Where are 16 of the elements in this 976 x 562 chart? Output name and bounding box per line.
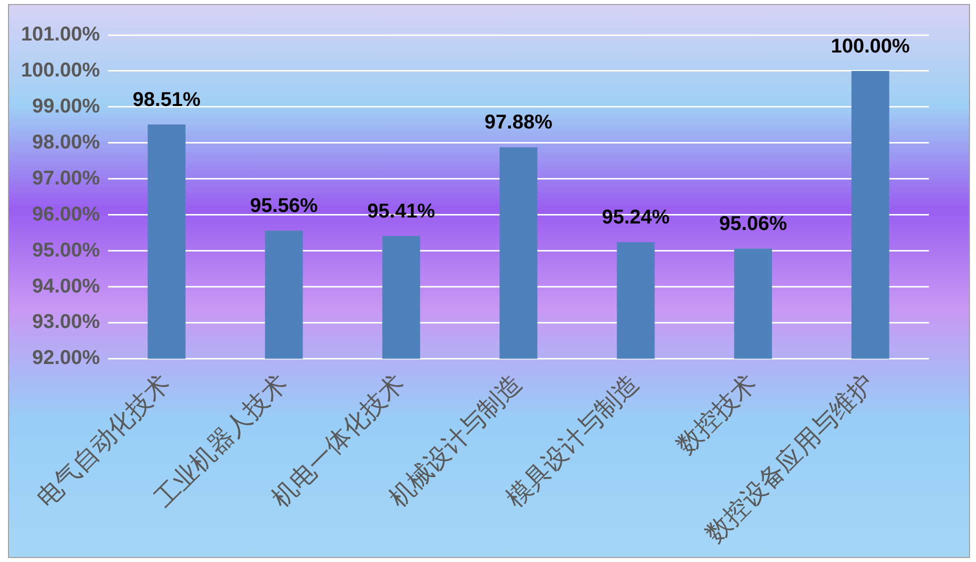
y-tick-label: 99.00% (32, 95, 100, 118)
y-tick-label: 97.00% (32, 167, 100, 190)
y-tick-label: 98.00% (32, 131, 100, 154)
y-tick-label: 93.00% (32, 311, 100, 334)
data-label: 97.88% (484, 112, 553, 134)
data-label: 95.56% (250, 195, 318, 218)
data-label: 98.51% (132, 89, 201, 112)
y-tick-label: 95.00% (32, 239, 100, 262)
y-tick-label: 92.00% (32, 347, 100, 370)
data-label: 95.06% (719, 213, 788, 236)
data-label: 100.00% (830, 35, 910, 58)
x-tick-label: 数控技术 (672, 370, 762, 460)
y-tick-label: 101.00% (20, 24, 100, 46)
y-tick-label: 94.00% (32, 275, 100, 298)
y-tick-label: 100.00% (20, 59, 100, 82)
y-tick-label: 96.00% (32, 203, 100, 226)
